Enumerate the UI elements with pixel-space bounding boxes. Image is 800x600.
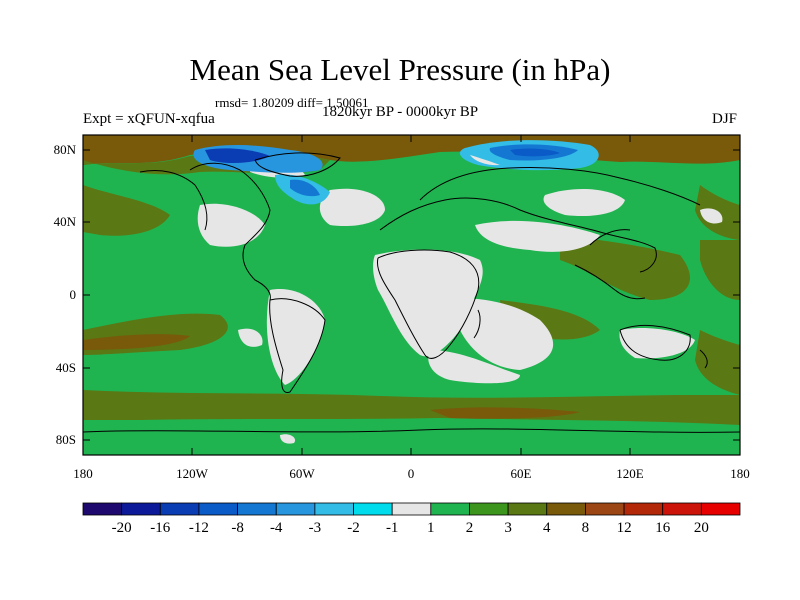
experiment-label: Expt = xQFUN-xqfua [83,111,215,127]
lat-label-40s: 40S [55,360,76,375]
colorbar [82,502,741,516]
colorbar-label: -20 [111,520,132,536]
colorbar-swatch [469,502,509,516]
colorbar-label: -4 [269,520,283,536]
lat-label-80n: 80N [53,142,76,157]
colorbar-swatch [662,502,702,516]
colorbar-swatch [275,502,316,516]
colorbar-label: -16 [150,520,171,536]
coastlines [83,152,740,433]
colorbar-label: 8 [581,520,590,536]
colorbar-label: -1 [385,520,399,536]
colorbar-swatch [353,502,393,516]
lon-label-120e: 120E [616,466,644,481]
colorbar-swatch [585,502,625,516]
colorbar-swatch [198,502,238,516]
time-period: 1820kyr BP - 0000kyr BP [322,104,479,120]
colorbar-swatch [507,502,548,516]
colorbar-label: -3 [308,520,322,536]
colorbar-swatch [82,502,123,516]
lon-label-180w: 180 [73,466,93,481]
colorbar-swatch [121,502,161,516]
colorbar-label: -12 [188,520,209,536]
lon-label-60w: 60W [289,466,315,481]
lat-label-80s: 80S [55,432,76,447]
colorbar-label: 1 [427,520,435,536]
lat-label-40n: 40N [53,214,76,229]
colorbar-swatch [623,502,664,516]
lon-label-120w: 120W [176,466,208,481]
lat-label-0: 0 [69,287,77,302]
colorbar-label: 16 [655,520,671,536]
axis-ticks [83,135,740,455]
colorbar-label: -8 [231,520,244,536]
colorbar-label: -2 [347,520,360,536]
colorbar-label: 3 [504,520,512,536]
lon-label-180e: 180 [730,466,750,481]
colorbar-label: 2 [465,520,474,536]
colorbar-swatch [546,502,586,516]
lon-label-0: 0 [407,466,415,481]
colorbar-swatch [391,502,432,516]
colorbar-swatch [430,502,470,516]
map-field [83,135,740,455]
colorbar-label: 12 [616,520,632,536]
map-title: Mean Sea Level Pressure (in hPa) [189,52,611,87]
season-label: DJF [712,111,738,127]
lon-label-60e: 60E [510,466,532,481]
rmsd-diff-stats: rmsd= 1.80209 diff= 1.50061 [215,95,369,110]
colorbar-label: 20 [693,520,709,536]
colorbar-swatch [237,502,277,516]
colorbar-swatch [700,502,741,516]
colorbar-swatch [159,502,200,516]
colorbar-swatch [314,502,354,516]
colorbar-label: 4 [543,520,551,536]
